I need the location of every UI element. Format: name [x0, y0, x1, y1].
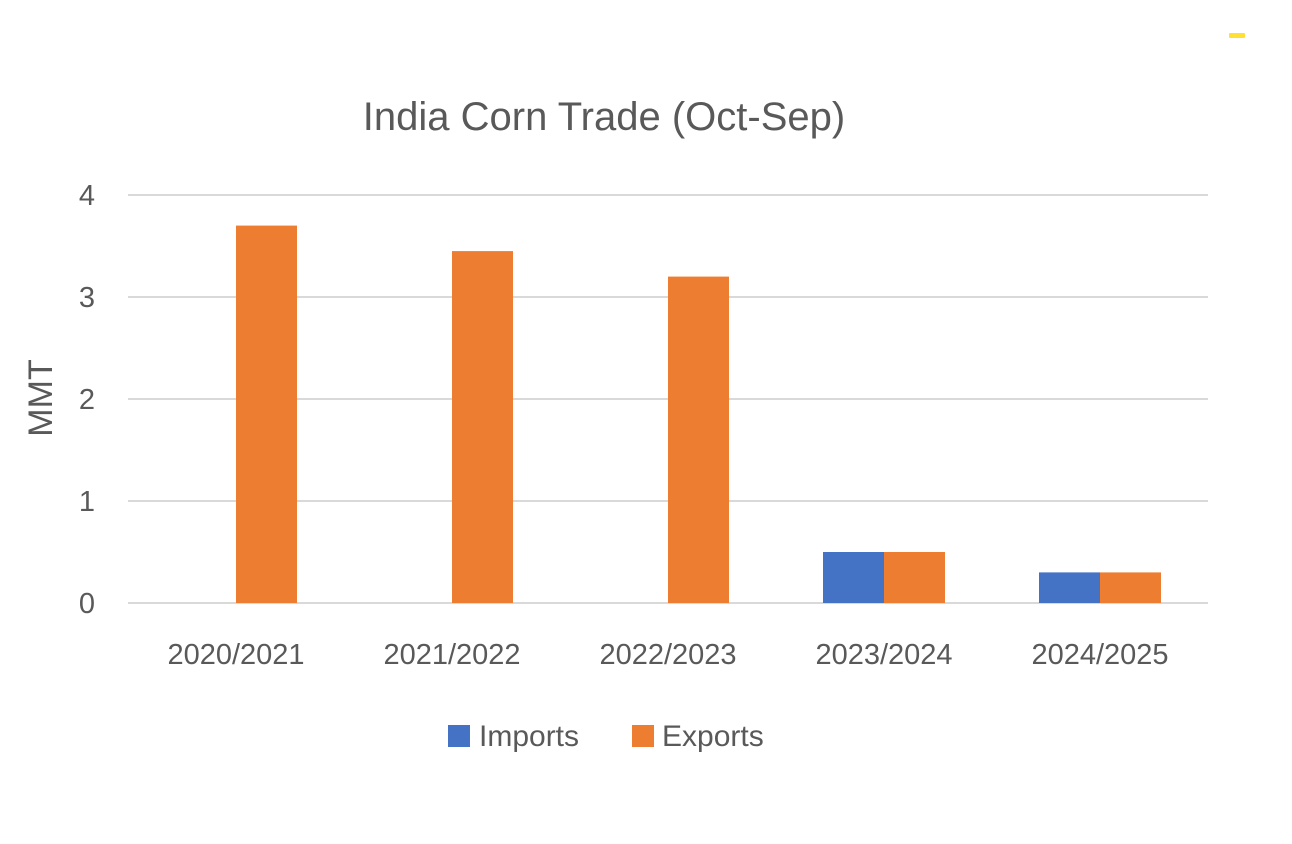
bars	[236, 225, 1161, 603]
legend-swatch-exports	[632, 725, 654, 747]
bar-exports-2024-2025	[1100, 572, 1161, 603]
y-tick-label: 0	[79, 588, 95, 620]
y-tick-label: 1	[79, 486, 95, 518]
legend-swatch-imports	[448, 725, 470, 747]
x-tick-label: 2023/2024	[815, 639, 952, 671]
bar-exports-2021-2022	[452, 251, 513, 603]
legend-label-exports: Exports	[662, 720, 764, 753]
bar-imports-2023-2024	[823, 552, 884, 603]
bar-exports-2020-2021	[236, 225, 297, 603]
bar-exports-2022-2023	[668, 276, 729, 603]
x-tick-label: 2021/2022	[383, 639, 520, 671]
bar-exports-2023-2024	[884, 552, 945, 603]
x-axis-ticks: 2020/2021 2021/2022 2022/2023 2023/2024 2024…	[167, 639, 1168, 671]
y-tick-label: 4	[79, 180, 95, 212]
x-tick-label: 2024/2025	[1031, 639, 1168, 671]
legend-label-imports: Imports	[479, 720, 579, 753]
y-axis-ticks: 0 1 2 3 4	[79, 180, 95, 620]
y-axis-title: MMT	[22, 359, 60, 436]
accent-mark	[1229, 33, 1245, 38]
y-tick-label: 3	[79, 282, 95, 314]
chart-title: India Corn Trade (Oct-Sep)	[363, 95, 845, 139]
y-tick-label: 2	[79, 384, 95, 416]
x-tick-label: 2020/2021	[167, 639, 304, 671]
legend: Imports Exports	[448, 720, 764, 753]
x-tick-label: 2022/2023	[599, 639, 736, 671]
bar-imports-2024-2025	[1039, 572, 1100, 603]
